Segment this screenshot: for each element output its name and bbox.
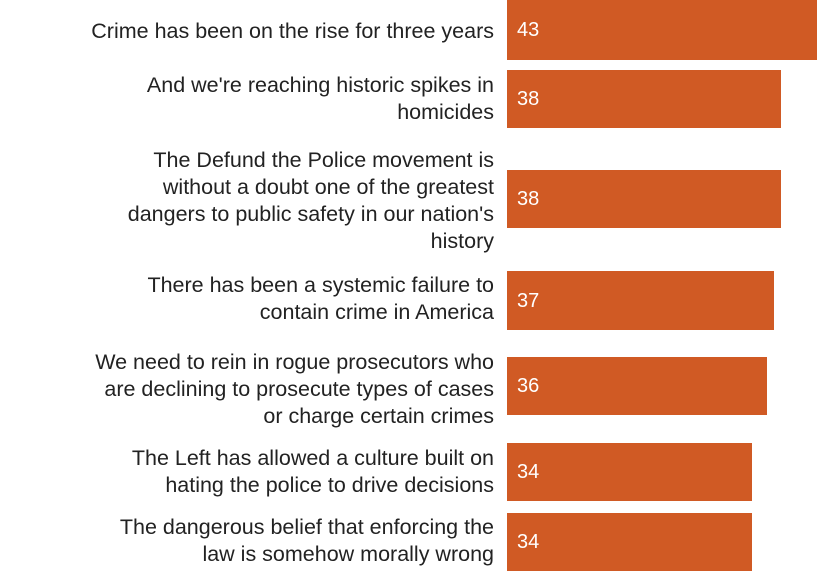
bar-value-label: 34 bbox=[517, 461, 540, 483]
bar bbox=[507, 70, 781, 128]
bar-value-label: 34 bbox=[517, 531, 540, 553]
category-label: The Defund the Police movement is without… bbox=[127, 148, 494, 253]
category-label: The Left has allowed a culture built on h… bbox=[131, 446, 494, 497]
category-label: The dangerous belief that enforcing the l… bbox=[119, 514, 494, 566]
bar-value-label: 43 bbox=[517, 19, 540, 41]
bar bbox=[507, 271, 774, 330]
bar-value-label: 38 bbox=[517, 188, 540, 210]
bar bbox=[507, 0, 817, 60]
bar bbox=[507, 357, 767, 415]
bar bbox=[507, 170, 781, 228]
bar bbox=[507, 513, 752, 571]
category-label: There has been a systemic failure to cont… bbox=[147, 273, 494, 324]
bar-value-label: 36 bbox=[517, 375, 540, 397]
bar bbox=[507, 443, 752, 501]
bar-value-label: 38 bbox=[517, 88, 540, 110]
category-label: We need to rein in rogue prosecutors who… bbox=[95, 349, 494, 428]
category-label: Crime has been on the rise for three yea… bbox=[91, 18, 494, 43]
category-label: And we're reaching historic spikes in hom… bbox=[146, 73, 494, 124]
bar-value-label: 37 bbox=[517, 289, 540, 312]
